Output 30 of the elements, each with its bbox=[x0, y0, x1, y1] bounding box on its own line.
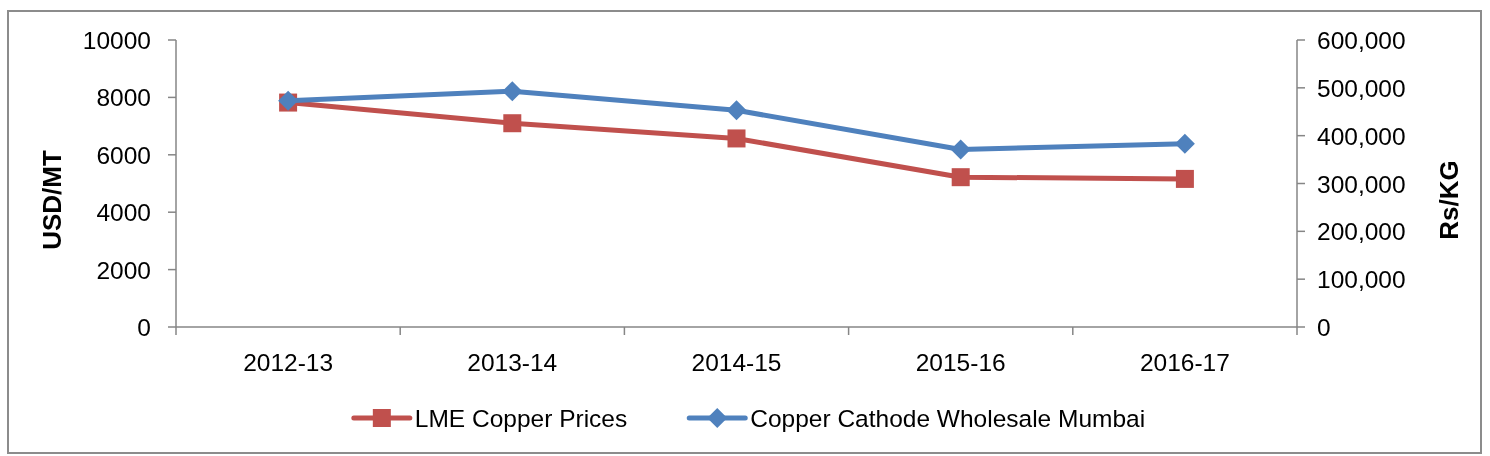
y-tick-label: 6000 bbox=[96, 141, 151, 169]
y-tick-label: 0 bbox=[137, 313, 151, 341]
point bbox=[726, 100, 747, 121]
y2-axis-title: Rs/KG bbox=[1434, 160, 1464, 240]
point bbox=[727, 129, 746, 148]
point bbox=[1175, 169, 1194, 188]
legend-label: LME Copper Prices bbox=[414, 404, 628, 432]
legend-label: Copper Cathode Wholesale Mumbai bbox=[750, 404, 1146, 432]
y2-tick-label: 400,000 bbox=[1317, 122, 1406, 150]
y2-tick-label: 0 bbox=[1317, 313, 1331, 341]
y-tick-label: 10000 bbox=[82, 26, 151, 54]
x-tick-label: 2016-17 bbox=[1139, 348, 1230, 376]
point bbox=[502, 81, 523, 102]
y2-tick-label: 600,000 bbox=[1317, 26, 1406, 54]
y2-tick-label: 500,000 bbox=[1317, 74, 1406, 102]
y2-tick-label: 100,000 bbox=[1317, 265, 1406, 293]
y-tick-label: 2000 bbox=[96, 256, 151, 284]
x-tick-label: 2012-13 bbox=[243, 348, 334, 376]
point bbox=[1174, 133, 1195, 154]
y2-tick-label: 300,000 bbox=[1317, 170, 1406, 197]
y2-tick-label: 200,000 bbox=[1317, 217, 1406, 245]
y-tick-label: 4000 bbox=[96, 198, 151, 226]
x-tick-label: 2015-16 bbox=[915, 348, 1006, 376]
point bbox=[951, 168, 970, 187]
x-tick-label: 2013-14 bbox=[467, 348, 558, 376]
point bbox=[950, 139, 971, 160]
x-tick-label: 2014-15 bbox=[691, 348, 782, 376]
y-axis-title: USD/MT bbox=[37, 150, 67, 250]
point bbox=[503, 114, 522, 133]
y-tick-label: 8000 bbox=[96, 83, 151, 111]
